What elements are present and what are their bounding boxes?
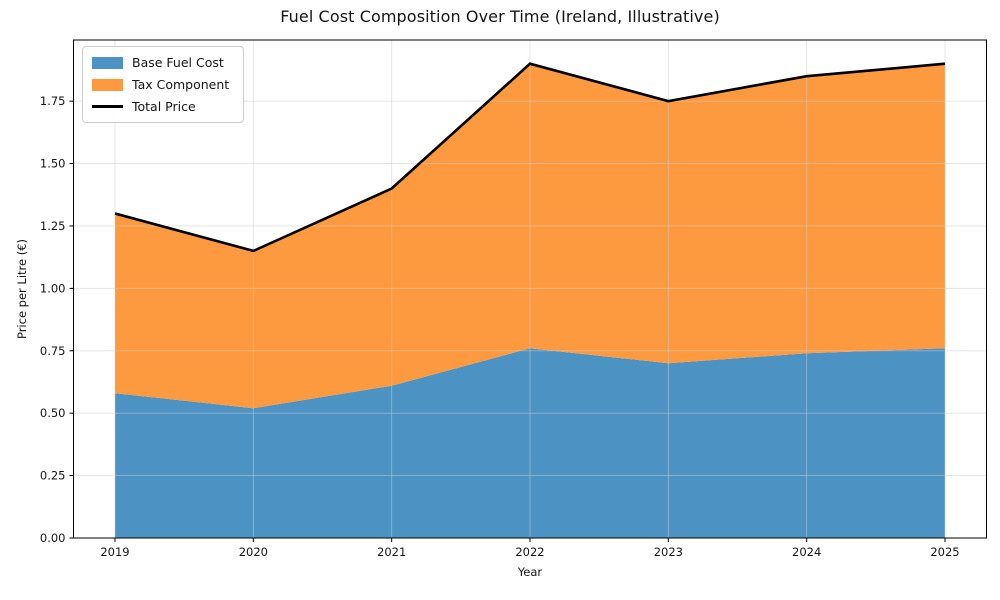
x-tick-label: 2023 [654, 545, 683, 559]
x-axis-label: Year [517, 565, 543, 579]
x-tick-label: 2025 [930, 545, 959, 559]
y-axis-label: Price per Litre (€) [15, 238, 29, 340]
chart-title: Fuel Cost Composition Over Time (Ireland… [280, 7, 720, 26]
y-tick-label: 1.00 [40, 281, 66, 295]
legend-label-tax-component: Tax Component [132, 77, 230, 92]
y-tick-label: 1.25 [40, 219, 66, 233]
legend-label-total-price: Total Price [132, 99, 196, 114]
y-tick-label: 0.50 [40, 406, 66, 420]
total-price-line [114, 62, 946, 253]
legend-item-total-price: Total Price [92, 99, 229, 114]
x-tick-label: 2024 [792, 545, 821, 559]
x-tick-label: 2020 [239, 545, 268, 559]
y-tick-label: 0.25 [40, 469, 66, 483]
y-tick-label: 1.75 [40, 94, 66, 108]
tax-component-swatch [92, 78, 123, 91]
base-fuel-cost-swatch [92, 56, 123, 69]
legend-item-tax-component: Tax Component [92, 77, 229, 92]
y-tick-label: 0.00 [40, 531, 66, 545]
x-tick-label: 2022 [515, 545, 544, 559]
x-tick-label: 2019 [100, 545, 129, 559]
x-tick-label: 2021 [377, 545, 406, 559]
total-price-line-swatch [92, 105, 123, 108]
y-tick-label: 0.75 [40, 344, 66, 358]
y-tick-label: 1.50 [40, 157, 66, 171]
legend-item-base-fuel-cost: Base Fuel Cost [92, 55, 229, 70]
legend-label-base-fuel-cost: Base Fuel Cost [132, 55, 224, 70]
legend: Base Fuel Cost Tax Component Total Price [82, 46, 245, 123]
